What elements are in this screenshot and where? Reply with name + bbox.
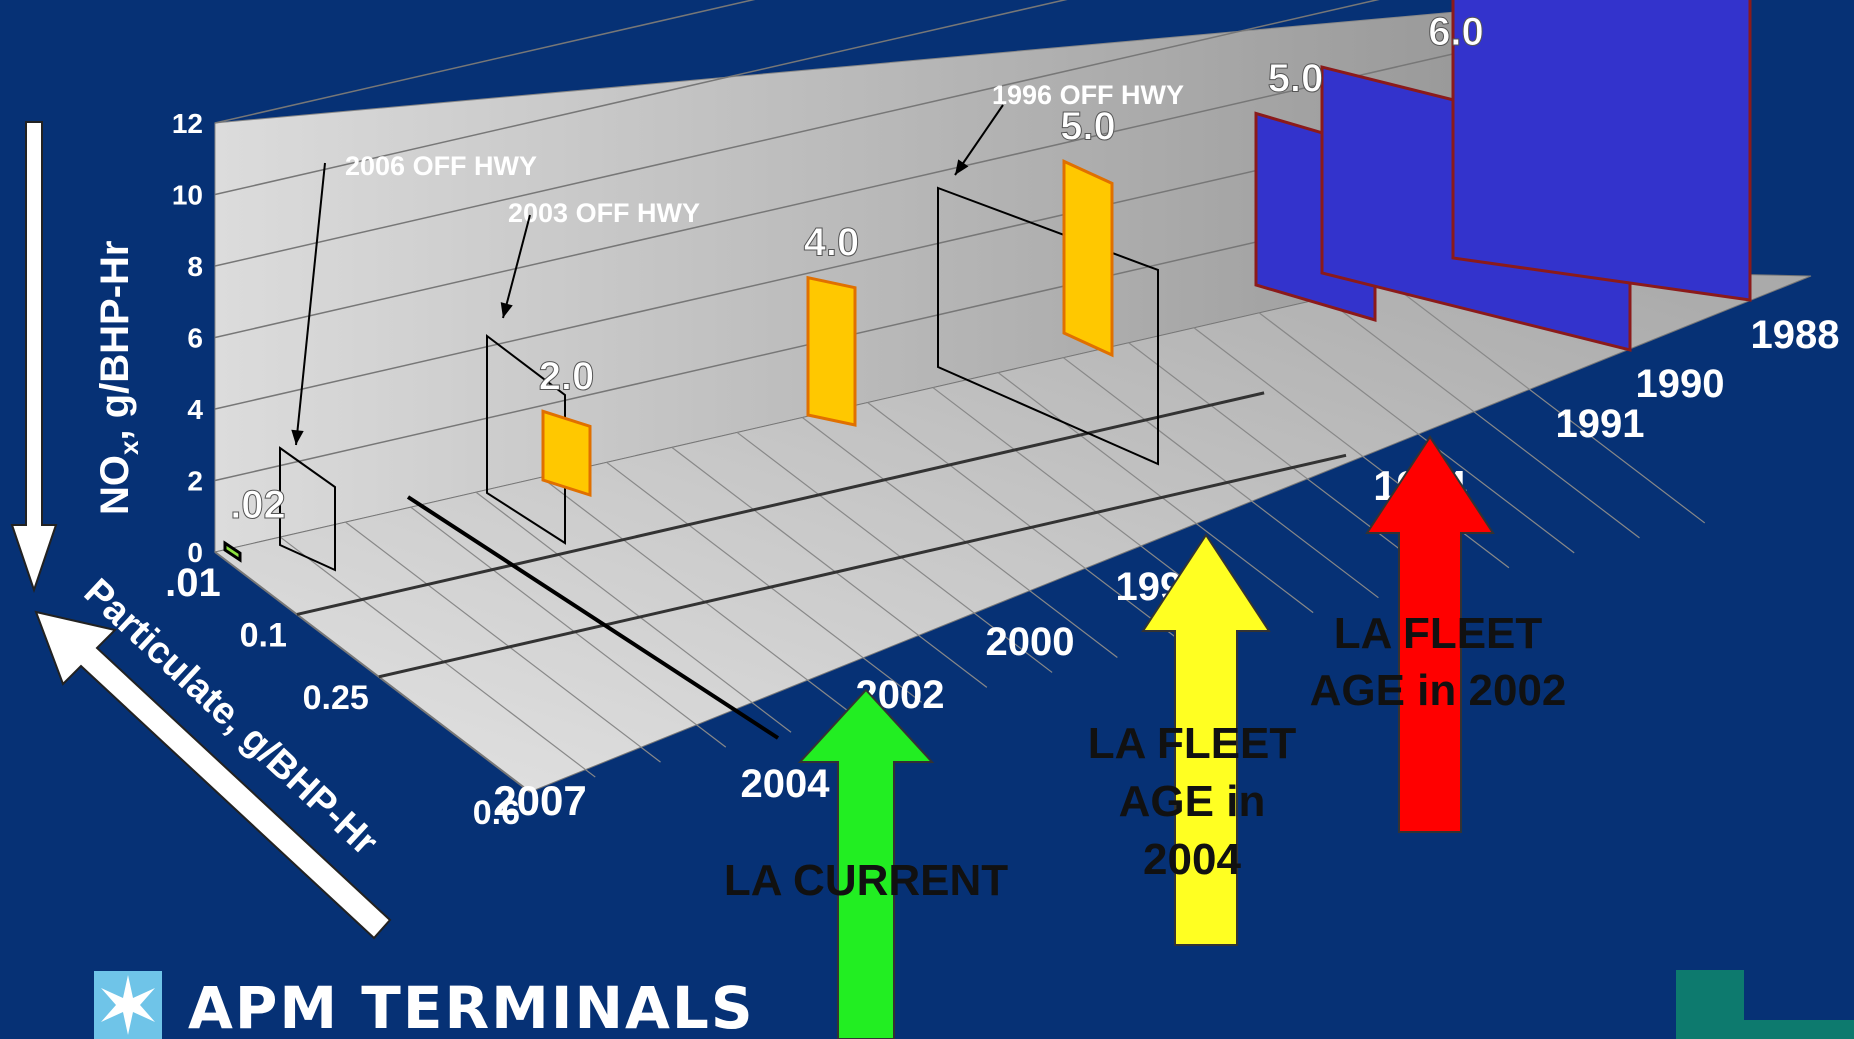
particulate-axis-arrow xyxy=(34,610,392,940)
bar-value-label: 5.0 xyxy=(1268,56,1324,100)
depth-tick-label: 0.25 xyxy=(303,679,369,717)
arrow-label: AGE in 2002 xyxy=(1310,666,1567,715)
fleet-age-arrow xyxy=(797,688,935,1039)
y-tick-label: 2 xyxy=(187,466,203,497)
arrow-label: AGE in xyxy=(1119,777,1266,826)
y-tick-label: 6 xyxy=(187,323,203,354)
nox-bar-2004 xyxy=(541,409,592,498)
bar-value-label: 6.0 xyxy=(1428,10,1484,54)
nox-bar-2000 xyxy=(1062,159,1114,358)
bar-value-label: .02 xyxy=(230,483,286,527)
x-tick-label: 2004 xyxy=(741,762,831,806)
arrow-label: LA CURRENT xyxy=(724,856,1008,905)
bar-value-label: 4.0 xyxy=(804,221,860,265)
y-tick-label: 0 xyxy=(187,537,203,568)
y-axis-title: NOx, g/BHP-Hr xyxy=(93,241,144,515)
x-tick-label: 1990 xyxy=(1636,362,1725,406)
corner-logo-block xyxy=(1676,970,1744,1039)
nox-bar-1988 xyxy=(1451,0,1752,302)
fleet-age-arrow xyxy=(1141,533,1271,946)
depth-tick-label: .01 xyxy=(165,561,221,605)
off-highway-annotation: 2006 OFF HWY xyxy=(345,151,537,181)
y-tick-label: 4 xyxy=(187,394,203,425)
arrow-label: LA FLEET xyxy=(1334,609,1543,658)
fleet-age-arrow xyxy=(1365,435,1495,833)
bar-value-label: 2.0 xyxy=(539,354,595,398)
y-tick-label: 10 xyxy=(172,180,203,211)
x-tick-label: 2000 xyxy=(986,620,1075,664)
nox-bar-2002 xyxy=(806,275,857,427)
off-highway-annotation: 1996 OFF HWY xyxy=(992,80,1184,110)
apm-logo xyxy=(94,971,162,1039)
x-tick-label: 1991 xyxy=(1556,402,1645,446)
arrow-label: LA FLEET xyxy=(1088,719,1297,768)
arrow-label: 2004 xyxy=(1143,835,1241,884)
bar-value-label: 5.0 xyxy=(1060,104,1116,148)
nox-axis-arrow xyxy=(10,121,58,594)
off-highway-outline xyxy=(486,333,566,545)
x-tick-label: 1988 xyxy=(1751,313,1840,357)
x-tick-label: 2007 xyxy=(493,777,586,824)
y-tick-label: 8 xyxy=(187,251,203,282)
depth-tick-label: 0.6 xyxy=(473,794,520,832)
depth-tick-label: 0.1 xyxy=(240,616,287,654)
off-highway-annotation: 2003 OFF HWY xyxy=(508,198,700,228)
nox-bar-2007 xyxy=(223,540,242,563)
y-tick-label: 12 xyxy=(172,108,203,139)
brand-name: APM TERMINALS xyxy=(188,974,755,1039)
off-highway-outline xyxy=(279,446,336,572)
